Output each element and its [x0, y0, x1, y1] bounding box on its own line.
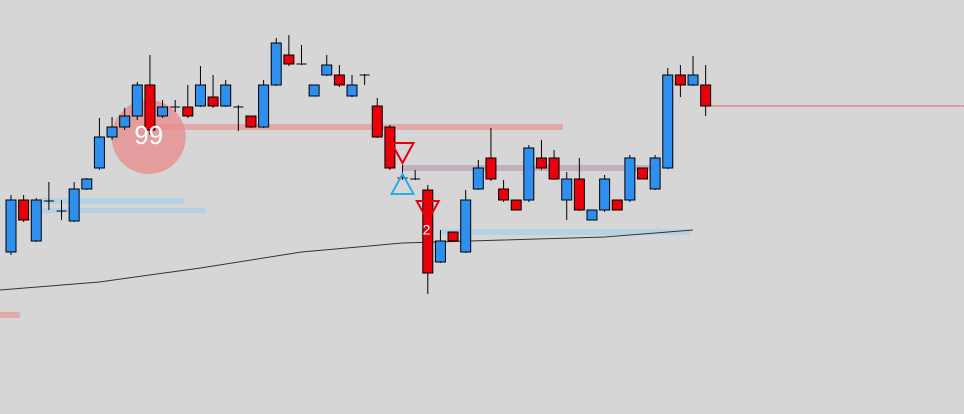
candle-body	[283, 54, 295, 65]
signal-arrow	[415, 200, 441, 224]
candle-body	[611, 199, 623, 211]
signal-arrow	[389, 171, 416, 195]
candle-body	[131, 84, 143, 117]
candle-body	[106, 126, 118, 138]
candle-body	[5, 199, 17, 253]
candle-body	[662, 74, 674, 169]
zone	[440, 229, 691, 235]
candle-body	[321, 64, 333, 76]
candle-body	[599, 178, 611, 211]
candle-body	[270, 42, 282, 86]
candle-body	[422, 189, 434, 274]
candle-body	[586, 209, 598, 221]
candle-body	[624, 157, 636, 201]
candle-body	[207, 96, 219, 107]
candle-body	[460, 199, 472, 253]
candle-body	[510, 199, 522, 211]
candle-body	[144, 84, 156, 131]
candle-body	[498, 188, 510, 201]
candle-body	[157, 106, 169, 117]
candle-body	[18, 199, 30, 221]
candle-body	[573, 178, 585, 211]
candle-body	[434, 240, 446, 263]
candle-body	[333, 74, 345, 86]
moving-average	[0, 229, 694, 291]
candle-body	[346, 84, 358, 97]
candle-body	[637, 167, 648, 180]
candle-body	[182, 106, 194, 117]
candle-body	[535, 157, 547, 169]
candle-body	[687, 74, 699, 86]
candle-body	[258, 84, 270, 128]
candle-body	[81, 178, 93, 190]
candle-body	[220, 84, 232, 107]
zone	[40, 198, 185, 204]
candle-body	[700, 84, 712, 107]
zone	[148, 124, 563, 130]
zone	[40, 208, 206, 213]
candle-body	[548, 157, 560, 180]
signal-arrow	[389, 142, 416, 166]
candle-body	[371, 105, 383, 138]
candle-body	[485, 157, 497, 180]
candle-body	[523, 147, 535, 201]
candle-body	[447, 231, 459, 242]
candle-body	[119, 115, 131, 128]
candle-body	[472, 167, 484, 190]
bubble-label: 99	[134, 120, 163, 150]
candle-body	[194, 84, 206, 107]
candle-body	[649, 157, 661, 190]
candle-body	[245, 115, 257, 128]
zone	[0, 312, 20, 318]
candle-body	[308, 84, 320, 97]
candle-body	[561, 178, 573, 201]
count-label: 2	[423, 222, 431, 238]
candle-body	[93, 136, 105, 169]
candle-body	[68, 188, 80, 222]
candle-body	[30, 199, 42, 242]
candle-body	[674, 74, 686, 86]
